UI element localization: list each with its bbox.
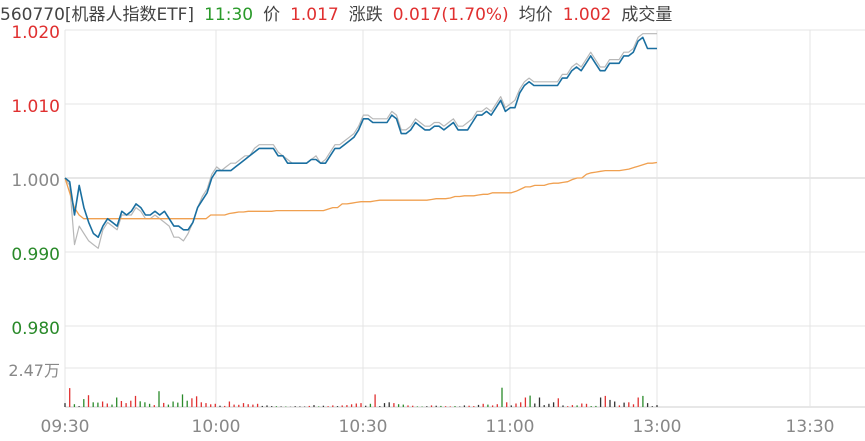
x-tick-label: 09:30 [41, 417, 90, 437]
x-tick-label: 11:00 [486, 417, 535, 437]
price-label: 价 [263, 5, 281, 25]
avg-price-label: 均价 [518, 5, 553, 25]
volume-bars [64, 387, 658, 407]
volume-tick-label: 2.47万 [8, 361, 60, 380]
x-axis-labels: 09:30 10:00 10:30 11:00 13:00 13:30 [41, 417, 835, 437]
y-tick-label: 1.000 [11, 171, 60, 191]
y-tick-label: 0.980 [11, 319, 60, 339]
series-line-price [64, 36, 657, 238]
price-lines [64, 33, 658, 249]
volume-label: 成交量 [621, 5, 673, 25]
y-tick-label: 1.020 [11, 23, 60, 43]
price-value: 1.017 [290, 5, 339, 25]
x-tick-label: 10:00 [192, 417, 241, 437]
avg-price-value: 1.002 [562, 5, 612, 25]
security-code-name: 560770[机器人指数ETF] [0, 5, 195, 25]
y-axis-labels: 1.020 1.010 1.000 0.990 0.980 2.47万 [8, 23, 60, 380]
quote-header: 560770[机器人指数ETF] 11:30 价 1.017 涨跌 0.017(1.70%… [0, 0, 865, 30]
y-tick-label: 1.010 [11, 97, 60, 117]
x-tick-label: 13:30 [786, 417, 835, 437]
x-tick-label: 10:30 [339, 417, 388, 437]
change-value: 0.017(1.70%) [392, 5, 509, 25]
quote-time: 11:30 [204, 5, 254, 25]
x-tick-label: 13:00 [633, 417, 682, 437]
series-line-price_shadow [64, 33, 657, 249]
change-label: 涨跌 [348, 5, 383, 25]
series-line-avg [64, 161, 658, 220]
y-tick-label: 0.990 [11, 245, 60, 265]
